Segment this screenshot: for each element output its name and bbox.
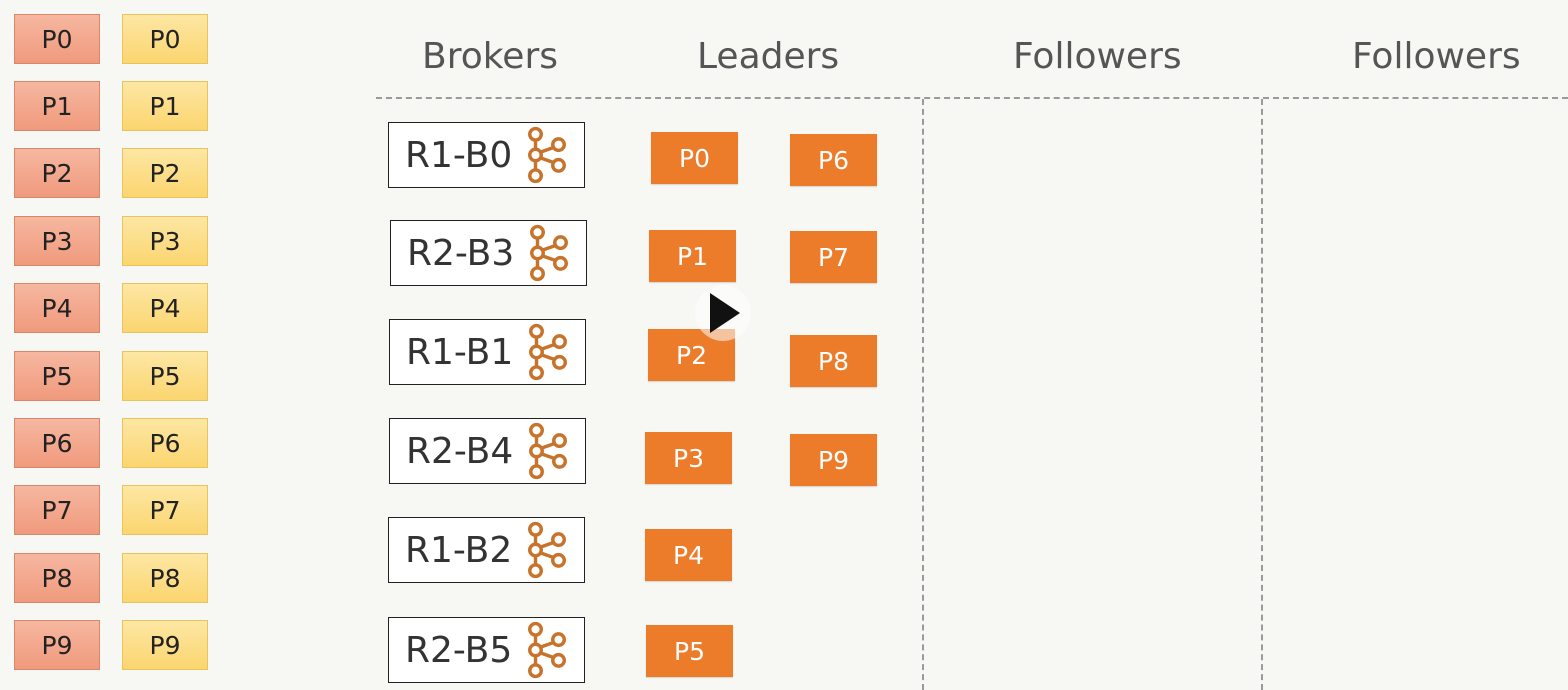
leader-partition: P0: [651, 132, 738, 184]
partition-box: P8: [14, 553, 100, 603]
partition-box: P6: [122, 418, 208, 468]
broker-box: R2-B4: [389, 418, 586, 484]
leader-partition: P8: [790, 335, 877, 387]
partition-box: P0: [14, 14, 100, 64]
partition-box: P8: [122, 553, 208, 603]
partition-box: P0: [122, 14, 208, 64]
leader-partition: P4: [645, 529, 732, 581]
broker-box: R1-B0: [388, 122, 585, 188]
broker-label: R1-B0: [405, 134, 513, 176]
partition-box: P6: [14, 418, 100, 468]
partition-box: P7: [14, 485, 100, 535]
leader-partition: P6: [790, 134, 877, 186]
broker-box: R2-B5: [388, 617, 585, 683]
kafka-logo-icon: [529, 422, 568, 480]
partition-box: P7: [122, 485, 208, 535]
kafka-logo-icon: [528, 521, 567, 579]
kafka-logo-icon: [528, 621, 567, 679]
leader-partition: P3: [645, 432, 732, 484]
broker-box: R1-B2: [388, 517, 585, 583]
partition-box: P1: [14, 81, 100, 131]
partition-box: P2: [14, 148, 100, 198]
broker-box: R1-B1: [389, 319, 586, 385]
kafka-logo-icon: [529, 323, 568, 381]
partition-box: P9: [122, 620, 208, 670]
leader-partition: P1: [649, 230, 736, 282]
column-divider-1: [922, 99, 924, 690]
broker-box: R2-B3: [390, 220, 587, 286]
header-leaders: Leaders: [697, 36, 840, 77]
partition-box: P4: [122, 283, 208, 333]
partition-box: P3: [122, 216, 208, 266]
header-followers-1: Followers: [1013, 36, 1182, 77]
broker-label: R2-B3: [407, 232, 515, 274]
header-divider: [376, 97, 1568, 99]
partition-box: P1: [122, 81, 208, 131]
partition-box: P3: [14, 216, 100, 266]
leader-partition: P9: [790, 434, 877, 486]
broker-label: R2-B4: [406, 430, 514, 472]
partition-box: P4: [14, 283, 100, 333]
play-button[interactable]: [695, 285, 751, 341]
broker-label: R1-B2: [405, 529, 513, 571]
leader-partition: P7: [790, 231, 877, 283]
leader-partition: P5: [646, 625, 733, 677]
column-divider-2: [1261, 99, 1263, 690]
partition-box: P5: [14, 351, 100, 401]
broker-label: R1-B1: [406, 331, 514, 373]
play-icon: [710, 293, 740, 333]
partition-box: P9: [14, 620, 100, 670]
partition-box: P5: [122, 351, 208, 401]
kafka-logo-icon: [530, 224, 569, 282]
kafka-logo-icon: [528, 126, 567, 184]
broker-label: R2-B5: [405, 629, 513, 671]
partition-box: P2: [122, 148, 208, 198]
header-brokers: Brokers: [422, 36, 559, 77]
header-followers-2: Followers: [1352, 36, 1521, 77]
